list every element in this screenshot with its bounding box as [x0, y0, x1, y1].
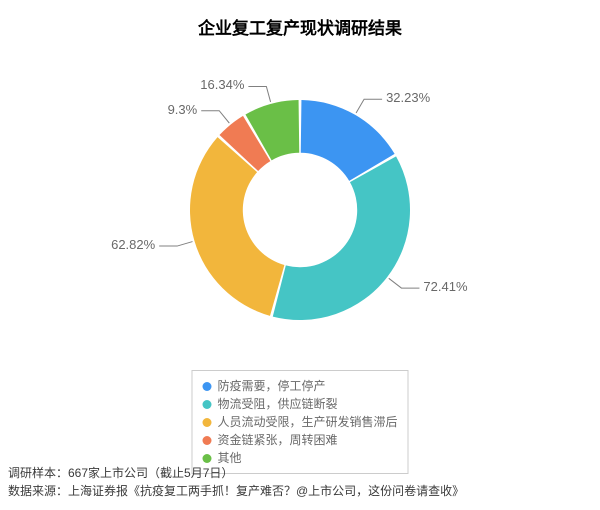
- legend-swatch-0: [202, 382, 211, 391]
- legend-label-1: 物流受阻，供应链断裂: [217, 395, 337, 413]
- legend-swatch-4: [202, 454, 211, 463]
- slice-label-0: 32.23%: [386, 90, 430, 105]
- slice-1: [273, 156, 410, 320]
- legend-label-0: 防疫需要，停工停产: [217, 377, 325, 395]
- source-text: 数据来源：上海证券报《抗疫复工两手抓！复产难否？@上市公司，这份问卷请查收》: [8, 482, 592, 500]
- donut-chart: 32.23%72.41%62.82%9.3%16.34%: [150, 60, 450, 360]
- footer: 调研样本：667家上市公司（截止5月7日） 数据来源：上海证券报《抗疫复工两手抓…: [8, 464, 592, 500]
- legend-item-2: 人员流动受限，生产研发销售滞后: [202, 413, 397, 431]
- legend-label-2: 人员流动受限，生产研发销售滞后: [217, 413, 397, 431]
- slice-label-1: 72.41%: [423, 279, 467, 294]
- legend-label-3: 资金链紧张，周转困难: [217, 431, 337, 449]
- slice-label-2: 62.82%: [111, 237, 155, 252]
- slice-2: [190, 137, 284, 316]
- legend-swatch-3: [202, 436, 211, 445]
- legend-swatch-1: [202, 400, 211, 409]
- legend-item-0: 防疫需要，停工停产: [202, 377, 397, 395]
- sample-text: 调研样本：667家上市公司（截止5月7日）: [8, 464, 592, 482]
- legend: 防疫需要，停工停产物流受阻，供应链断裂人员流动受限，生产研发销售滞后资金链紧张，…: [191, 370, 408, 474]
- chart-title: 企业复工复产现状调研结果: [0, 0, 600, 39]
- legend-item-3: 资金链紧张，周转困难: [202, 431, 397, 449]
- legend-item-1: 物流受阻，供应链断裂: [202, 395, 397, 413]
- slice-label-3: 9.3%: [168, 102, 198, 117]
- slice-label-4: 16.34%: [200, 77, 244, 92]
- legend-swatch-2: [202, 418, 211, 427]
